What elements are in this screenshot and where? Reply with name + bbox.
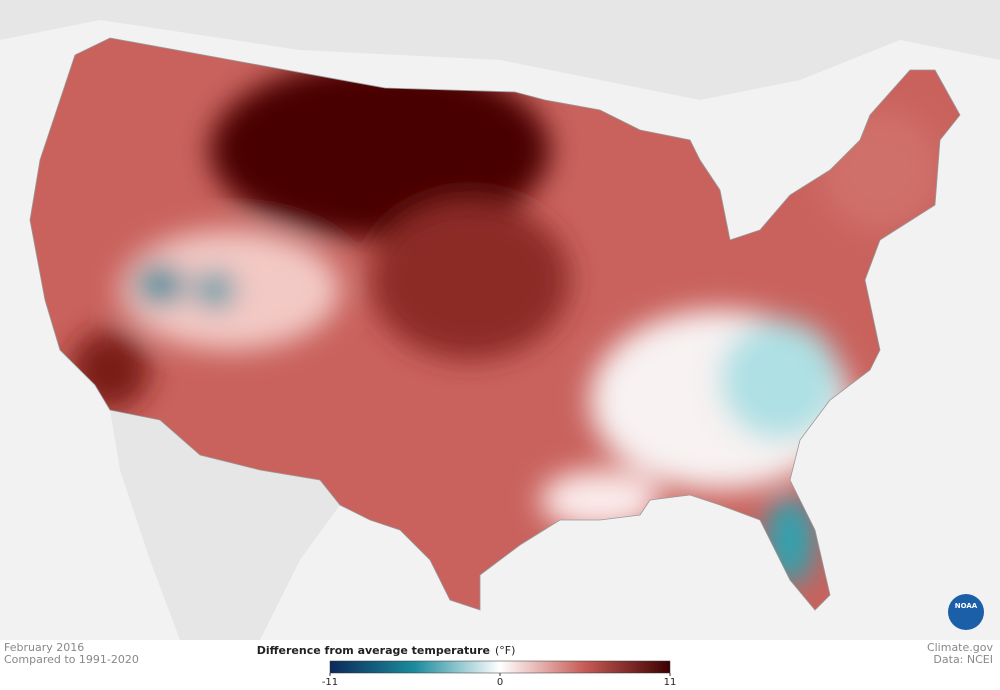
anomaly-hot [370, 200, 570, 360]
us-outline [29, 37, 961, 611]
tick-label: 0 [497, 677, 503, 688]
logo [948, 594, 984, 630]
tick-label: 11 [664, 677, 677, 688]
tick-label: -11 [322, 677, 338, 688]
canada [0, 0, 1000, 100]
mexico [110, 410, 340, 640]
anomaly-hot [210, 60, 550, 240]
anomaly-cool [720, 320, 840, 440]
legend-title: Difference from average temperature [257, 644, 490, 657]
colorbar [329, 660, 671, 674]
source: Climate.gov [927, 641, 994, 654]
logo-text: NOAA [955, 602, 978, 610]
anomaly-cool [195, 272, 235, 308]
anomaly-cool [135, 265, 185, 305]
legend-unit: (°F) [495, 644, 515, 657]
anomaly-mild [540, 470, 660, 530]
date: February 2016 [4, 641, 84, 654]
baseline: Compared to 1991-2020 [4, 653, 139, 666]
data-source: Data: NCEI [933, 653, 993, 666]
